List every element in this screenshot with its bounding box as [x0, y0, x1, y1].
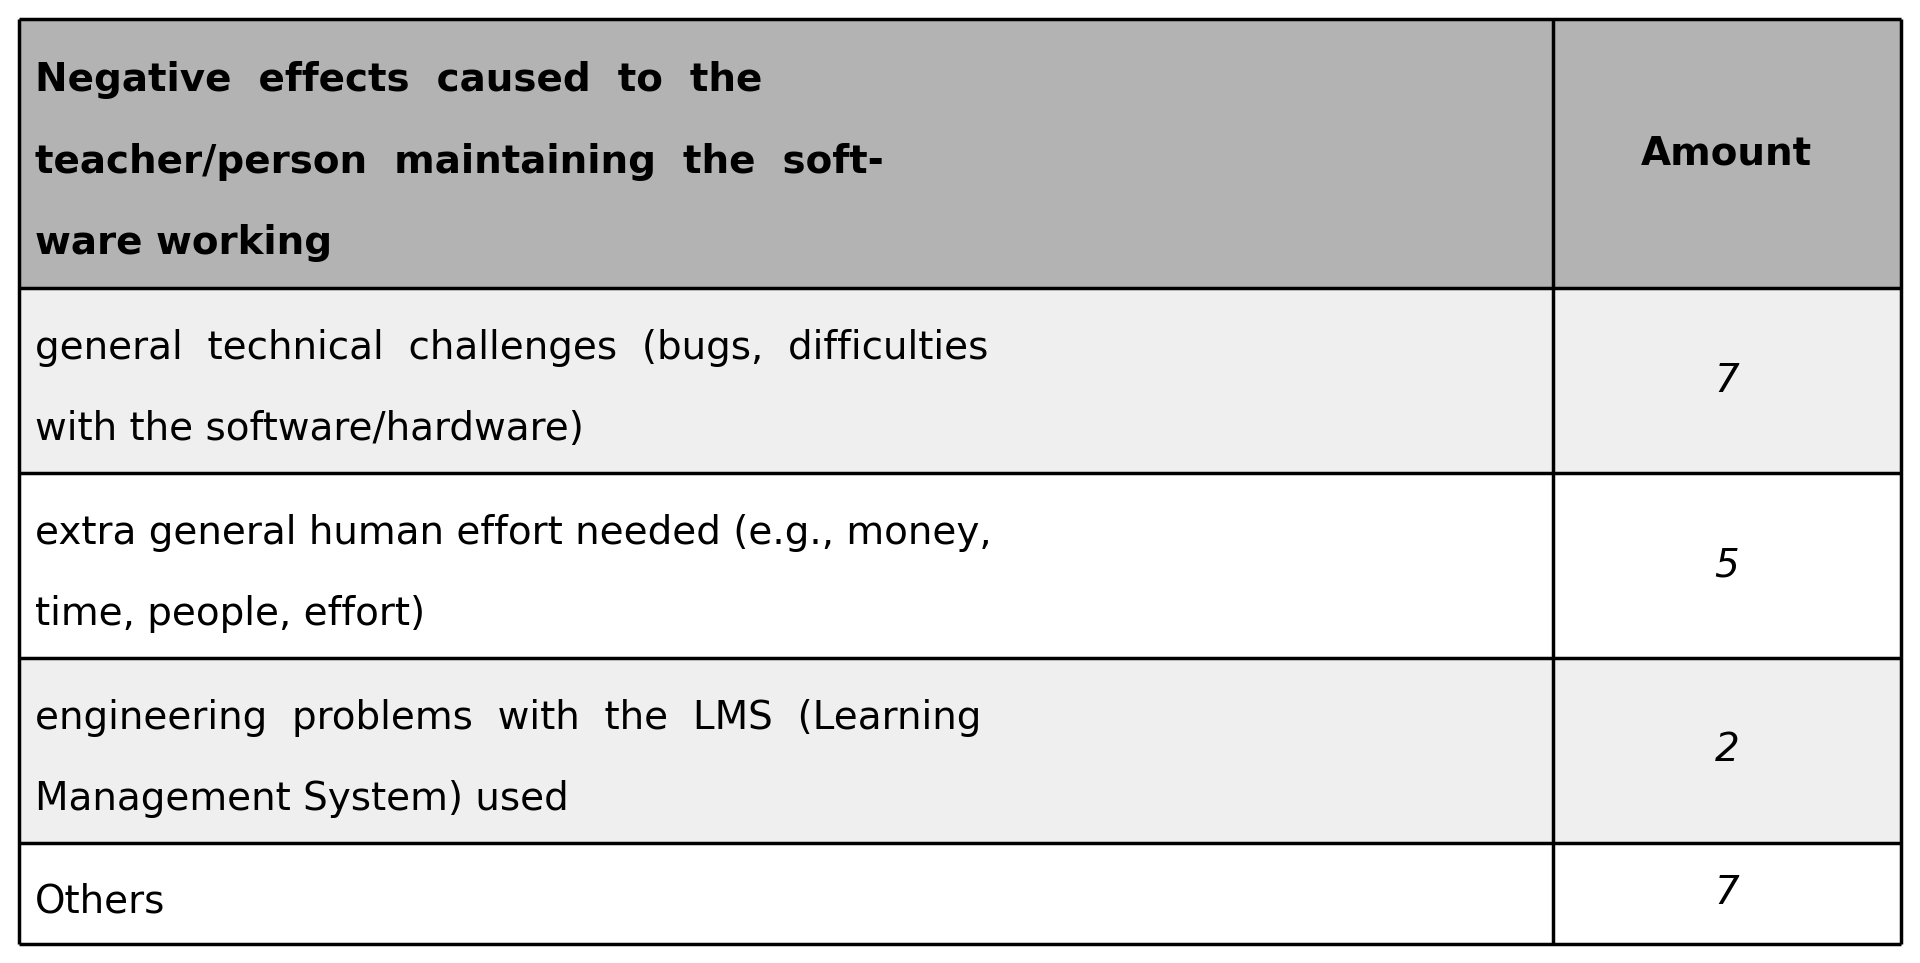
Text: with the software/hardware): with the software/hardware) — [35, 410, 584, 448]
Text: 2: 2 — [1715, 732, 1740, 769]
Text: 5: 5 — [1715, 547, 1740, 585]
Bar — [1553, 473, 1901, 658]
Bar — [19, 288, 1553, 473]
Text: Others: Others — [35, 882, 165, 920]
Text: engineering  problems  with  the  LMS  (Learning: engineering problems with the LMS (Learn… — [35, 699, 981, 738]
Bar — [1553, 843, 1901, 944]
Bar — [1553, 658, 1901, 843]
Bar — [1553, 288, 1901, 473]
Bar — [19, 19, 1553, 288]
Text: general  technical  challenges  (bugs,  difficulties: general technical challenges (bugs, diff… — [35, 329, 989, 368]
Text: 7: 7 — [1715, 362, 1740, 400]
Text: 7: 7 — [1715, 874, 1740, 912]
Text: Negative  effects  caused  to  the: Negative effects caused to the — [35, 62, 762, 99]
Bar — [19, 843, 1553, 944]
Bar — [19, 658, 1553, 843]
Text: ware working: ware working — [35, 224, 332, 262]
Text: teacher/person  maintaining  the  soft-: teacher/person maintaining the soft- — [35, 143, 883, 181]
Bar — [19, 473, 1553, 658]
Bar — [1553, 19, 1901, 288]
Text: extra general human effort needed (e.g., money,: extra general human effort needed (e.g.,… — [35, 514, 991, 553]
Text: time, people, effort): time, people, effort) — [35, 595, 424, 633]
Text: Management System) used: Management System) used — [35, 780, 568, 818]
Text: Amount: Amount — [1642, 135, 1812, 172]
